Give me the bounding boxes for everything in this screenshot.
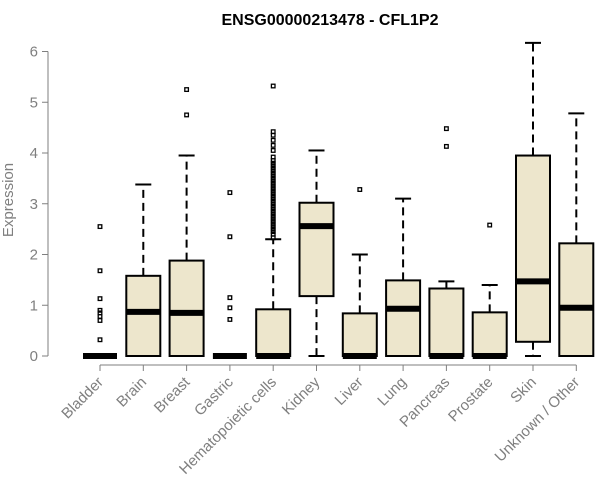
outlier-point [97,296,103,302]
outlier-point [227,317,233,322]
box-body [558,242,595,358]
outlier-point [270,178,276,184]
outlier-point [184,112,190,118]
y-tick-label: 2 [30,247,38,264]
outlier-point [270,168,276,174]
outlier-point [270,148,276,153]
outlier-point [270,188,276,194]
x-category-label: Skin [507,374,540,407]
y-tick-label: 5 [30,94,38,111]
y-axis-label: Expression [0,163,17,237]
outlier-point [227,295,233,301]
outlier-point [270,206,276,212]
box-skin [515,41,551,357]
box-body [125,274,162,357]
box-bladder [83,224,117,359]
outlier-point [270,229,276,235]
outlier-point [443,143,449,149]
x-category-label: Brain [113,374,150,411]
outlier-point [184,87,190,93]
outlier-point [270,211,276,217]
outlier-point [270,221,276,227]
x-category-label: Kidney [279,373,324,418]
outlier-point [97,224,103,230]
y-tick-label: 0 [30,348,38,365]
box-brain [125,183,162,357]
y-axis: 0 1 2 3 4 5 6 [30,44,49,365]
outlier-point [270,216,276,222]
x-category-label: Bladder [58,374,107,423]
outlier-point [227,190,233,196]
outlier-point [443,126,449,132]
outlier-point [227,305,233,311]
box-gastric [212,190,247,359]
chart-title: ENSG00000213478 - CFL1P2 [221,12,438,29]
outlier-point [270,173,276,179]
outlier-point [270,191,276,197]
box-breast [168,87,205,357]
outlier-point [270,170,276,176]
outlier-point [227,234,233,240]
outlier-point [270,226,276,232]
box-kidney [298,149,335,357]
y-tick-label: 1 [30,297,38,314]
box-body [428,287,465,357]
outlier-point [270,208,276,214]
outlier-point [270,183,276,189]
outlier-point [270,198,276,204]
box-body [471,311,508,358]
box-liver [341,187,378,359]
y-tick-label: 3 [30,196,38,213]
outlier-point [270,165,276,171]
outlier-point [270,83,276,89]
outlier-point [97,310,103,316]
outlier-point [270,160,276,166]
box-body [515,154,551,343]
outlier-point [270,196,276,202]
outlier-point [270,175,276,181]
outlier-point [270,137,276,143]
x-category-label: Liver [332,374,367,409]
outlier-point [270,193,276,199]
outlier-point [97,318,103,323]
y-tick-label: 6 [30,44,38,61]
outlier-point [97,337,103,343]
x-category-label: Prostate [445,374,497,426]
outlier-point [357,187,363,192]
box-prostate [471,222,508,359]
x-category-label: Lung [374,374,410,410]
box-body [168,259,205,357]
box-body [298,201,335,298]
box-lung [385,197,422,358]
outlier-point [270,231,276,237]
outlier-point [270,203,276,209]
outlier-point [270,213,276,219]
outlier-point [270,129,276,135]
outlier-point [270,224,276,230]
box-hematopoietic-cells [255,83,292,359]
outlier-point [270,154,276,160]
box-body [255,308,292,357]
plot-area [83,41,595,359]
outlier-point [270,142,276,148]
box-pancreas [428,126,465,359]
outlier-point [97,268,103,274]
outlier-point [270,163,276,169]
outlier-point [270,186,276,191]
outlier-point [270,201,276,207]
outlier-point [270,219,276,224]
y-tick-label: 4 [30,145,38,162]
outlier-point [97,307,103,313]
box-body [341,312,378,357]
outlier-point [487,222,493,228]
x-category-label: Breast [151,373,194,416]
box-body [385,279,422,358]
outlier-point [270,180,276,186]
box-unknown-other [558,112,595,358]
